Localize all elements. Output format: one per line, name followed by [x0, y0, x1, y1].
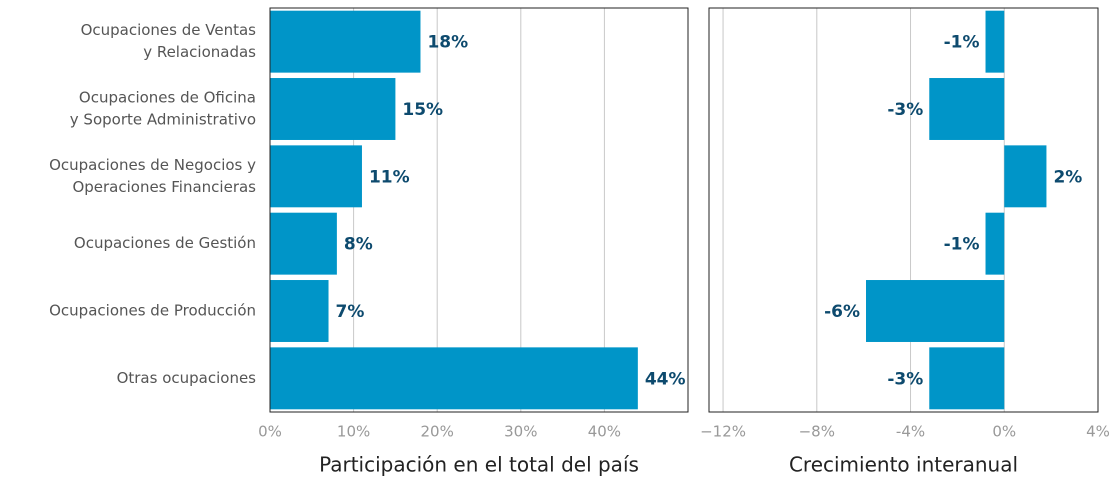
x-tick-label: 4%	[1086, 423, 1110, 441]
bar	[866, 280, 1005, 342]
x-axis-title: Participación en el total del país	[319, 453, 639, 477]
bar	[270, 347, 638, 410]
value-label: 8%	[344, 235, 373, 255]
category-label: Ocupaciones de Oficina	[79, 89, 256, 107]
category-label: Otras ocupaciones	[117, 369, 257, 387]
x-tick-label: 20%	[421, 423, 454, 441]
x-tick-label: 10%	[337, 423, 370, 441]
x-tick-label: 0%	[258, 423, 282, 441]
value-label: -1%	[944, 235, 980, 255]
bar	[929, 347, 1005, 410]
x-axis-title: Crecimiento interanual	[789, 453, 1018, 477]
category-label: Ocupaciones de Negocios y	[49, 156, 256, 174]
bar	[270, 78, 396, 140]
value-label: 11%	[369, 167, 410, 187]
value-label: 44%	[645, 369, 686, 389]
value-label: -6%	[824, 302, 860, 322]
x-tick-label: 30%	[504, 423, 537, 441]
x-tick-label: −8%	[799, 423, 835, 441]
bar	[270, 280, 329, 342]
value-label: 15%	[402, 100, 443, 120]
value-label: -1%	[944, 33, 980, 53]
value-label: 2%	[1053, 167, 1082, 187]
bar	[985, 212, 1005, 275]
x-tick-label: 40%	[588, 423, 621, 441]
bar	[270, 10, 421, 73]
value-label: -3%	[887, 100, 923, 120]
bar	[270, 212, 337, 275]
category-label: y Relacionadas	[143, 43, 256, 61]
bar	[1004, 145, 1047, 208]
x-tick-label: -4%	[896, 423, 925, 441]
category-label: y Soporte Administrativo	[70, 111, 256, 129]
bar	[270, 145, 362, 208]
x-tick-label: −12%	[700, 423, 746, 441]
value-label: 7%	[336, 302, 365, 322]
x-tick-label: 0%	[992, 423, 1016, 441]
value-label: -3%	[887, 369, 923, 389]
plot-frame	[708, 7, 1099, 413]
category-label: Ocupaciones de Ventas	[81, 21, 257, 39]
category-label: Ocupaciones de Producción	[49, 302, 256, 320]
plot-frame	[269, 7, 689, 413]
category-label: Operaciones Financieras	[72, 178, 256, 196]
value-label: 18%	[427, 33, 468, 53]
category-label: Ocupaciones de Gestión	[74, 234, 256, 252]
bar	[929, 78, 1005, 140]
bar	[985, 10, 1005, 73]
